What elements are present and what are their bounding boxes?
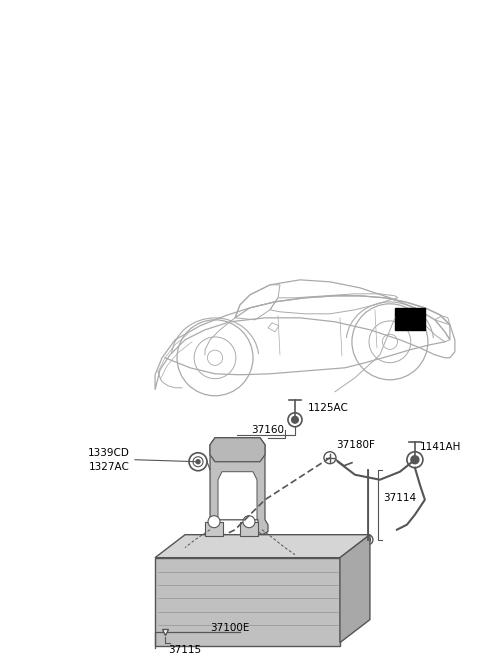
Bar	[240, 522, 258, 536]
Text: 1125AC: 1125AC	[308, 403, 349, 413]
Text: 37100E: 37100E	[210, 623, 250, 632]
Text: 37115: 37115	[168, 645, 201, 655]
Circle shape	[411, 456, 419, 464]
Polygon shape	[218, 472, 257, 520]
Text: 37180F: 37180F	[336, 440, 375, 450]
Circle shape	[208, 516, 220, 527]
Bar	[395, 308, 425, 330]
Circle shape	[407, 452, 423, 468]
Circle shape	[243, 516, 255, 527]
Text: 37160: 37160	[252, 424, 285, 435]
Circle shape	[189, 453, 207, 471]
Text: 1141AH: 1141AH	[420, 441, 461, 452]
Circle shape	[196, 460, 200, 464]
Circle shape	[193, 457, 203, 466]
Bar	[155, 558, 340, 646]
Polygon shape	[340, 535, 370, 643]
Circle shape	[324, 452, 336, 464]
Polygon shape	[207, 438, 268, 535]
Text: 37114: 37114	[383, 493, 416, 502]
Bar	[205, 522, 223, 536]
Circle shape	[363, 535, 373, 544]
Circle shape	[291, 417, 299, 423]
Circle shape	[288, 413, 302, 427]
Text: 1327AC: 1327AC	[89, 462, 130, 472]
Text: 1339CD: 1339CD	[88, 448, 130, 458]
Polygon shape	[210, 438, 265, 462]
Circle shape	[365, 537, 371, 543]
Polygon shape	[155, 535, 370, 558]
